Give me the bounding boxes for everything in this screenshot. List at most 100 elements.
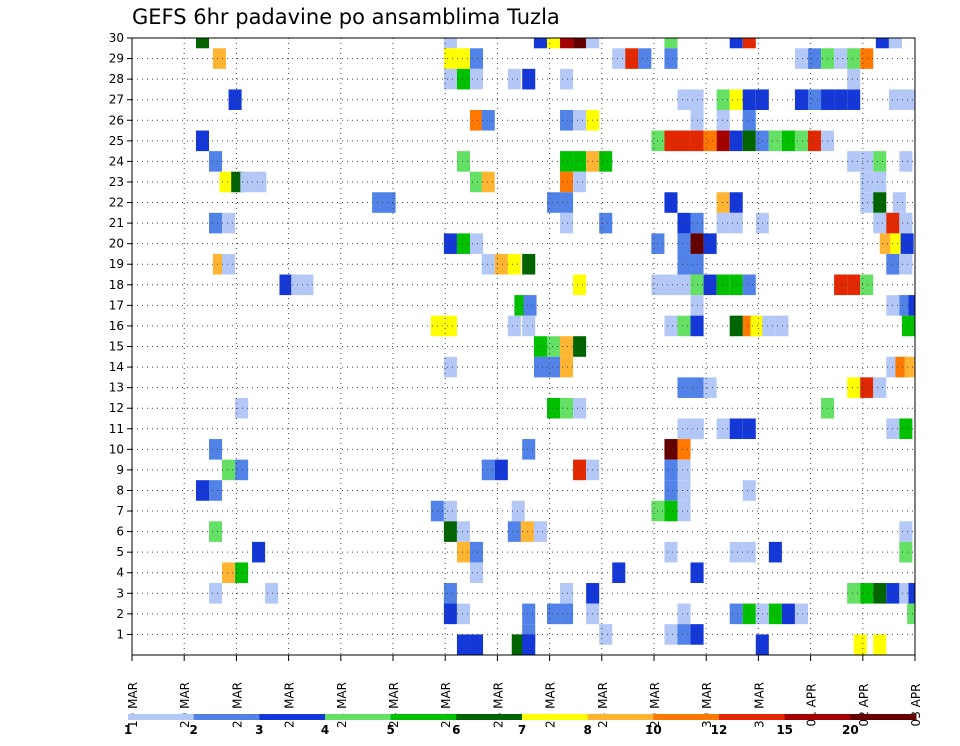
heatmap-cell bbox=[573, 171, 587, 193]
heatmap-cell bbox=[222, 212, 236, 234]
heatmap-cell bbox=[847, 274, 861, 296]
colorbar-label: 8 bbox=[583, 723, 591, 737]
heatmap-cell bbox=[847, 583, 861, 604]
heatmap-cell bbox=[834, 274, 848, 296]
y-tick-label: 7 bbox=[116, 504, 124, 518]
heatmap-cell bbox=[522, 253, 536, 275]
heatmap-cell bbox=[677, 274, 691, 296]
heatmap-cell bbox=[507, 68, 521, 90]
chart-title: GEFS 6hr padavine po ansamblima Tuzla bbox=[132, 5, 560, 29]
y-tick-label: 11 bbox=[109, 422, 124, 436]
heatmap-cell bbox=[443, 583, 457, 604]
heatmap-cell bbox=[443, 68, 457, 90]
heatmap-cell bbox=[742, 418, 756, 440]
x-tick-label: 31 MAR bbox=[752, 682, 766, 728]
heatmap-cell bbox=[807, 48, 822, 69]
heatmap-cell bbox=[546, 356, 561, 378]
x-tick-label: 22 MAR bbox=[283, 682, 297, 728]
heatmap-cell bbox=[901, 315, 915, 337]
heatmap-cell bbox=[879, 233, 893, 254]
y-tick-label: 30 bbox=[109, 31, 124, 45]
heatmap-cell bbox=[443, 315, 457, 337]
heatmap-cell bbox=[560, 192, 574, 213]
heatmap-cell bbox=[899, 212, 913, 234]
heatmap-cell bbox=[729, 192, 743, 213]
heatmap-cell bbox=[638, 48, 652, 69]
heatmap-cell bbox=[768, 130, 782, 152]
heatmap-cell bbox=[873, 151, 887, 172]
heatmap-cell bbox=[522, 68, 536, 90]
y-tick-label: 6 bbox=[116, 525, 124, 539]
heatmap-cell bbox=[507, 253, 521, 275]
heatmap-cell bbox=[908, 295, 915, 316]
heatmap-cell bbox=[664, 315, 678, 337]
heatmap-cell bbox=[599, 151, 613, 172]
heatmap-cell bbox=[716, 418, 730, 440]
heatmap-cell bbox=[664, 192, 678, 213]
heatmap-cell bbox=[470, 48, 484, 69]
heatmap-cell bbox=[560, 38, 574, 49]
heatmap-cell bbox=[443, 603, 457, 625]
heatmap-cell bbox=[664, 274, 678, 296]
heatmap-cell bbox=[522, 603, 536, 625]
y-tick-label: 13 bbox=[109, 381, 124, 395]
heatmap-cell bbox=[677, 500, 691, 522]
heatmap-cell bbox=[470, 233, 484, 254]
heatmap-cell bbox=[209, 151, 223, 172]
heatmap-cell bbox=[470, 541, 484, 563]
heatmap-cell bbox=[546, 397, 561, 419]
heatmap-cell bbox=[890, 233, 904, 254]
x-tick-label: 20 MAR bbox=[178, 682, 192, 728]
heatmap-cell bbox=[742, 130, 756, 152]
heatmap-cell bbox=[908, 583, 915, 604]
heatmap-cell bbox=[481, 171, 495, 193]
heatmap-cell bbox=[742, 541, 756, 563]
heatmap-cell bbox=[847, 48, 861, 69]
heatmap-cell bbox=[899, 151, 913, 172]
heatmap-cell bbox=[888, 38, 902, 49]
heatmap-cell bbox=[372, 192, 386, 213]
heatmap-cell bbox=[888, 89, 902, 110]
colorbar-swatch bbox=[719, 714, 786, 720]
x-tick-label: 24 MAR bbox=[387, 682, 401, 728]
heatmap-cell bbox=[209, 583, 223, 604]
heatmap-cell bbox=[443, 233, 457, 254]
heatmap-cell bbox=[560, 397, 574, 419]
heatmap-cell bbox=[511, 500, 525, 522]
grid-layer bbox=[131, 37, 916, 655]
cells-layer bbox=[195, 38, 915, 655]
y-tick-label: 1 bbox=[116, 627, 124, 641]
heatmap-cell bbox=[716, 192, 730, 213]
colorbar-swatch bbox=[784, 714, 851, 720]
heatmap-cell bbox=[664, 480, 678, 501]
heatmap-cell bbox=[664, 500, 678, 522]
heatmap-cell bbox=[573, 397, 587, 419]
x-tick-label: 21 MAR bbox=[230, 682, 244, 728]
heatmap-cell bbox=[625, 48, 639, 69]
y-tick-label: 21 bbox=[109, 216, 124, 230]
heatmap-cell bbox=[873, 634, 887, 655]
heatmap-cell bbox=[742, 38, 756, 49]
heatmap-cell bbox=[560, 151, 574, 172]
heatmap-cell bbox=[873, 583, 887, 604]
heatmap-cell bbox=[560, 336, 574, 357]
y-tick-label: 3 bbox=[116, 586, 124, 600]
heatmap-cell bbox=[677, 624, 691, 645]
heatmap-cell bbox=[209, 480, 223, 501]
heatmap-cell bbox=[742, 109, 756, 131]
heatmap-cell bbox=[470, 109, 484, 131]
heatmap-cell bbox=[533, 38, 547, 49]
heatmap-cell bbox=[212, 48, 226, 69]
heatmap-cell bbox=[729, 603, 743, 625]
heatmap-cell bbox=[901, 89, 915, 110]
heatmap-cell bbox=[560, 171, 574, 193]
heatmap-cell bbox=[456, 634, 470, 655]
y-tick-label: 27 bbox=[109, 93, 124, 107]
heatmap-cell bbox=[612, 48, 626, 69]
heatmap-cell bbox=[546, 336, 561, 357]
heatmap-cell bbox=[240, 171, 254, 193]
y-tick-label: 9 bbox=[116, 463, 124, 477]
heatmap-cell bbox=[716, 274, 730, 296]
y-axis: 1234567891011121314151617181920212223242… bbox=[109, 31, 132, 641]
